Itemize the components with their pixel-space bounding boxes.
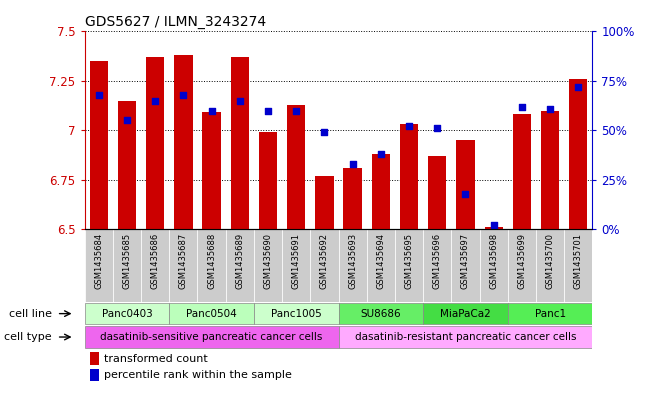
Text: GSM1435684: GSM1435684 — [94, 233, 104, 289]
Point — [376, 151, 386, 157]
Point — [319, 129, 329, 135]
Bar — [230, 57, 249, 229]
Text: GSM1435685: GSM1435685 — [122, 233, 132, 289]
Bar — [169, 229, 197, 302]
Bar — [344, 168, 362, 229]
Text: GSM1435686: GSM1435686 — [150, 233, 159, 289]
Bar — [118, 101, 136, 229]
Bar — [113, 229, 141, 302]
Bar — [400, 124, 418, 229]
Text: GSM1435696: GSM1435696 — [433, 233, 442, 289]
Bar — [226, 229, 254, 302]
Bar — [513, 114, 531, 229]
Text: dasatinib-resistant pancreatic cancer cells: dasatinib-resistant pancreatic cancer ce… — [355, 332, 576, 342]
Point — [432, 125, 443, 131]
Bar — [536, 229, 564, 302]
Bar — [254, 229, 282, 302]
Text: SU8686: SU8686 — [361, 309, 401, 319]
Text: GSM1435694: GSM1435694 — [376, 233, 385, 289]
Bar — [85, 327, 339, 347]
Text: GSM1435688: GSM1435688 — [207, 233, 216, 289]
Point — [348, 161, 358, 167]
Text: GSM1435698: GSM1435698 — [489, 233, 498, 289]
Bar — [259, 132, 277, 229]
Text: GSM1435695: GSM1435695 — [404, 233, 413, 289]
Text: GSM1435690: GSM1435690 — [264, 233, 273, 289]
Bar — [480, 229, 508, 302]
Bar — [372, 154, 390, 229]
Point — [263, 107, 273, 114]
Bar — [428, 156, 447, 229]
Bar — [174, 55, 193, 229]
Text: GSM1435693: GSM1435693 — [348, 233, 357, 289]
Bar — [339, 229, 367, 302]
Bar — [311, 229, 339, 302]
Point — [404, 123, 414, 129]
Point — [488, 222, 499, 228]
Bar — [395, 229, 423, 302]
Bar — [423, 229, 451, 302]
Bar — [423, 303, 508, 324]
Bar — [456, 140, 475, 229]
Text: MiaPaCa2: MiaPaCa2 — [440, 309, 491, 319]
Text: Panc0504: Panc0504 — [186, 309, 237, 319]
Bar — [508, 229, 536, 302]
Bar — [541, 110, 559, 229]
Point — [460, 190, 471, 196]
Point — [573, 84, 583, 90]
Text: GSM1435692: GSM1435692 — [320, 233, 329, 289]
Text: Panc0403: Panc0403 — [102, 309, 152, 319]
Bar — [508, 303, 592, 324]
Bar — [564, 229, 592, 302]
Point — [206, 107, 217, 114]
Bar — [169, 303, 254, 324]
Point — [291, 107, 301, 114]
Bar — [90, 353, 99, 365]
Bar — [146, 57, 164, 229]
Point — [150, 97, 160, 104]
Bar — [569, 79, 587, 229]
Text: transformed count: transformed count — [104, 354, 208, 364]
Bar — [141, 229, 169, 302]
Bar — [367, 229, 395, 302]
Text: GSM1435699: GSM1435699 — [518, 233, 527, 289]
Bar — [282, 229, 311, 302]
Bar — [339, 327, 592, 347]
Point — [517, 103, 527, 110]
Bar — [202, 112, 221, 229]
Bar — [315, 176, 333, 229]
Point — [234, 97, 245, 104]
Bar — [339, 303, 423, 324]
Point — [178, 92, 189, 98]
Text: GSM1435700: GSM1435700 — [546, 233, 555, 289]
Text: cell type: cell type — [4, 332, 51, 342]
Bar — [254, 303, 339, 324]
Text: dasatinib-sensitive pancreatic cancer cells: dasatinib-sensitive pancreatic cancer ce… — [100, 332, 323, 342]
Text: GSM1435697: GSM1435697 — [461, 233, 470, 289]
Point — [94, 92, 104, 98]
Bar — [90, 61, 108, 229]
Point — [545, 105, 555, 112]
Text: percentile rank within the sample: percentile rank within the sample — [104, 370, 292, 380]
Text: GSM1435687: GSM1435687 — [179, 233, 188, 289]
Text: GSM1435691: GSM1435691 — [292, 233, 301, 289]
Bar — [484, 227, 503, 229]
Bar — [90, 369, 99, 382]
Point — [122, 117, 132, 123]
Text: Panc1: Panc1 — [534, 309, 566, 319]
Bar — [287, 105, 305, 229]
Text: GDS5627 / ILMN_3243274: GDS5627 / ILMN_3243274 — [85, 15, 266, 29]
Bar — [85, 229, 113, 302]
Text: Panc1005: Panc1005 — [271, 309, 322, 319]
Bar — [85, 303, 169, 324]
Text: GSM1435689: GSM1435689 — [235, 233, 244, 289]
Bar — [451, 229, 480, 302]
Text: GSM1435701: GSM1435701 — [574, 233, 583, 289]
Bar — [197, 229, 226, 302]
Text: cell line: cell line — [8, 309, 51, 319]
